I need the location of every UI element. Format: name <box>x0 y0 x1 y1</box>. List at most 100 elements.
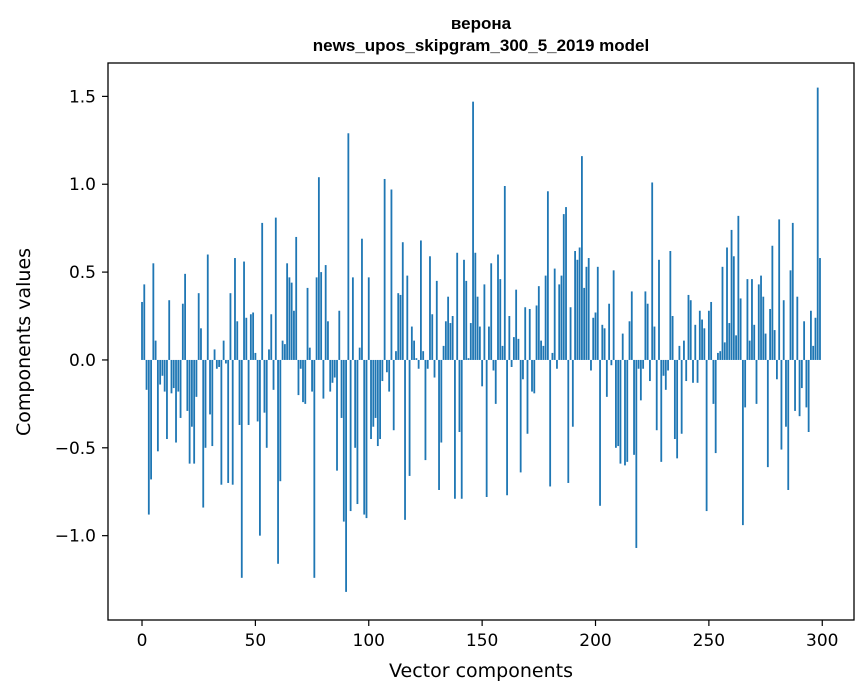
bar <box>306 287 309 360</box>
bar <box>644 291 647 360</box>
bar <box>474 252 477 360</box>
bar <box>172 359 175 389</box>
bar <box>630 291 633 360</box>
bar <box>585 266 588 360</box>
bar <box>540 340 542 360</box>
bar <box>667 359 669 371</box>
bar <box>639 359 642 401</box>
bar <box>399 294 402 360</box>
bar <box>494 359 497 404</box>
bar <box>311 359 313 392</box>
bar <box>583 287 586 360</box>
bar <box>458 359 461 432</box>
bar <box>356 359 359 505</box>
bar <box>184 273 186 360</box>
bar <box>512 337 515 360</box>
bar <box>581 156 583 360</box>
bar <box>263 359 266 413</box>
bar <box>633 359 635 455</box>
bar <box>433 359 436 378</box>
bar <box>313 359 316 578</box>
bar <box>698 310 701 360</box>
bar <box>515 289 518 360</box>
bar <box>397 293 400 360</box>
bar <box>531 359 533 392</box>
bar <box>147 359 150 515</box>
bar <box>578 247 581 360</box>
bar <box>297 359 300 396</box>
bar <box>524 307 527 360</box>
bar <box>723 342 726 360</box>
y-tick-label: 0.0 <box>69 351 96 371</box>
bar <box>730 229 733 360</box>
bar <box>451 316 454 360</box>
plot-frame <box>107 62 855 621</box>
bar <box>270 314 273 360</box>
bar <box>345 359 347 592</box>
bar <box>317 177 320 360</box>
bar <box>431 314 434 360</box>
bar <box>603 328 606 360</box>
bar <box>342 359 345 522</box>
x-tick-label: 0 <box>137 631 148 651</box>
bar <box>726 247 728 360</box>
bar <box>374 359 377 418</box>
bar <box>653 326 656 360</box>
bar <box>415 358 418 360</box>
bar <box>209 359 211 415</box>
bar <box>812 345 815 360</box>
bar <box>680 359 683 434</box>
bar <box>748 340 751 360</box>
x-tick-label: 300 <box>806 631 838 651</box>
bar <box>286 263 289 360</box>
bar <box>546 191 549 360</box>
bar <box>628 321 631 360</box>
bar <box>696 359 699 383</box>
bar <box>769 308 772 360</box>
bar <box>712 359 715 404</box>
bar <box>594 312 597 360</box>
bar <box>225 359 227 364</box>
bar <box>324 265 327 360</box>
bar <box>488 326 490 360</box>
bar <box>626 359 629 462</box>
bar <box>537 286 540 360</box>
bar <box>794 359 796 411</box>
bar <box>499 279 502 360</box>
bar <box>181 303 184 360</box>
bar <box>390 189 393 360</box>
bar <box>283 344 286 360</box>
bar <box>739 298 742 360</box>
bar <box>649 359 651 382</box>
bar <box>810 310 812 360</box>
bar <box>569 307 572 360</box>
bar <box>615 359 617 448</box>
bar <box>308 347 311 360</box>
bar <box>401 242 404 360</box>
bar <box>340 359 343 418</box>
bar <box>392 359 395 431</box>
bar <box>231 359 234 485</box>
bar <box>367 277 370 360</box>
bar <box>562 214 565 360</box>
bar <box>456 252 459 360</box>
bar <box>751 279 753 360</box>
bar <box>551 352 554 360</box>
bar <box>302 359 304 403</box>
bar <box>274 217 277 360</box>
bar <box>435 280 438 360</box>
bar <box>778 219 781 360</box>
bar <box>519 359 522 473</box>
bar <box>288 277 291 360</box>
bar <box>206 254 209 360</box>
bar <box>413 340 416 360</box>
bar <box>460 359 463 499</box>
bar <box>261 222 264 360</box>
bar <box>819 258 821 360</box>
bar <box>168 300 171 360</box>
bar <box>732 256 735 360</box>
bar <box>170 359 173 394</box>
bar <box>721 266 724 360</box>
bar <box>220 359 223 485</box>
bar <box>735 335 737 360</box>
